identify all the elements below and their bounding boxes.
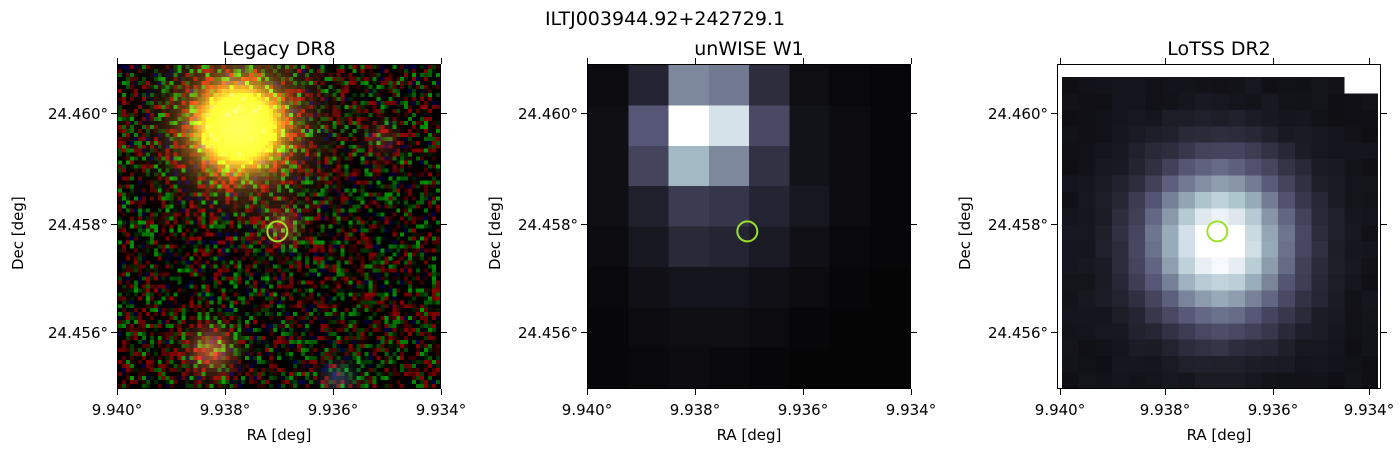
lotss-cutout-image	[1062, 77, 1378, 388]
ytick-label: 24.458°	[988, 216, 1048, 234]
marker-layer	[266, 220, 289, 243]
xtick-label: 9.934°	[885, 401, 937, 419]
y-tick-mark	[581, 224, 587, 225]
xtick-label: 9.940°	[1034, 401, 1086, 419]
x-tick-mark	[911, 58, 912, 64]
ytick-label: 24.458°	[518, 216, 578, 234]
y-axis-label: Dec [deg]	[956, 196, 974, 270]
x-tick-mark	[333, 58, 334, 64]
y-tick-mark	[111, 113, 117, 114]
x-tick-mark	[1060, 389, 1061, 395]
y-tick-mark	[911, 332, 917, 333]
x-tick-mark	[1273, 58, 1274, 64]
x-tick-mark	[225, 58, 226, 64]
x-tick-mark	[1273, 389, 1274, 395]
ytick-label: 24.456°	[48, 324, 108, 342]
x-tick-mark	[1165, 389, 1166, 395]
x-tick-mark	[441, 58, 442, 64]
source-marker-circle	[736, 220, 759, 243]
y-tick-mark	[1381, 224, 1387, 225]
xtick-label: 9.934°	[1343, 401, 1395, 419]
xtick-label: 9.938°	[1139, 401, 1191, 419]
x-tick-mark	[1060, 58, 1061, 64]
panel-title: unWISE W1	[694, 38, 804, 60]
source-marker-circle	[266, 220, 289, 243]
x-tick-mark	[803, 58, 804, 64]
legacy-cutout-image	[118, 65, 440, 388]
y-tick-mark	[1051, 224, 1057, 225]
y-tick-mark	[581, 332, 587, 333]
xtick-label: 9.938°	[199, 401, 251, 419]
image-frame	[587, 64, 911, 389]
image-frame	[1057, 64, 1381, 389]
panel-title: Legacy DR8	[222, 38, 336, 60]
y-axis-label: Dec [deg]	[9, 196, 27, 270]
y-axis-label: Dec [deg]	[486, 196, 504, 270]
x-tick-mark	[333, 389, 334, 395]
y-tick-mark	[1051, 113, 1057, 114]
x-axis-label: RA [deg]	[246, 426, 312, 444]
xtick-label: 9.940°	[561, 401, 613, 419]
x-tick-mark	[441, 389, 442, 395]
xtick-label: 9.936°	[1247, 401, 1299, 419]
xtick-label: 9.938°	[669, 401, 721, 419]
source-marker-circle	[1206, 220, 1229, 243]
xtick-label: 9.940°	[91, 401, 143, 419]
x-tick-mark	[803, 389, 804, 395]
y-tick-mark	[1381, 332, 1387, 333]
x-tick-mark	[1369, 389, 1370, 395]
y-tick-mark	[911, 224, 917, 225]
xtick-label: 9.936°	[307, 401, 359, 419]
x-axis-label: RA [deg]	[1186, 426, 1252, 444]
ytick-label: 24.458°	[48, 216, 108, 234]
xtick-label: 9.934°	[415, 401, 467, 419]
image-frame	[117, 64, 441, 389]
marker-layer	[736, 220, 759, 243]
x-tick-mark	[117, 389, 118, 395]
y-tick-mark	[441, 113, 447, 114]
y-tick-mark	[1381, 113, 1387, 114]
y-tick-mark	[111, 332, 117, 333]
x-tick-mark	[117, 58, 118, 64]
y-tick-mark	[911, 113, 917, 114]
ytick-label: 24.460°	[988, 105, 1048, 123]
panel-title: LoTSS DR2	[1167, 38, 1271, 60]
ytick-label: 24.460°	[518, 105, 578, 123]
x-tick-mark	[225, 389, 226, 395]
ytick-label: 24.456°	[518, 324, 578, 342]
ytick-label: 24.456°	[988, 324, 1048, 342]
y-tick-mark	[441, 224, 447, 225]
x-tick-mark	[695, 389, 696, 395]
figure-title: ILTJ003944.92+242729.1	[544, 8, 786, 30]
y-tick-mark	[1051, 332, 1057, 333]
marker-layer	[1206, 220, 1229, 243]
x-tick-mark	[1369, 58, 1370, 64]
x-tick-mark	[695, 58, 696, 64]
x-tick-mark	[911, 389, 912, 395]
x-axis-label: RA [deg]	[716, 426, 782, 444]
x-tick-mark	[1165, 58, 1166, 64]
y-tick-mark	[441, 332, 447, 333]
xtick-label: 9.936°	[777, 401, 829, 419]
x-tick-mark	[587, 389, 588, 395]
x-tick-mark	[587, 58, 588, 64]
ytick-label: 24.460°	[48, 105, 108, 123]
y-tick-mark	[581, 113, 587, 114]
y-tick-mark	[111, 224, 117, 225]
unwise-cutout-image	[588, 65, 910, 388]
